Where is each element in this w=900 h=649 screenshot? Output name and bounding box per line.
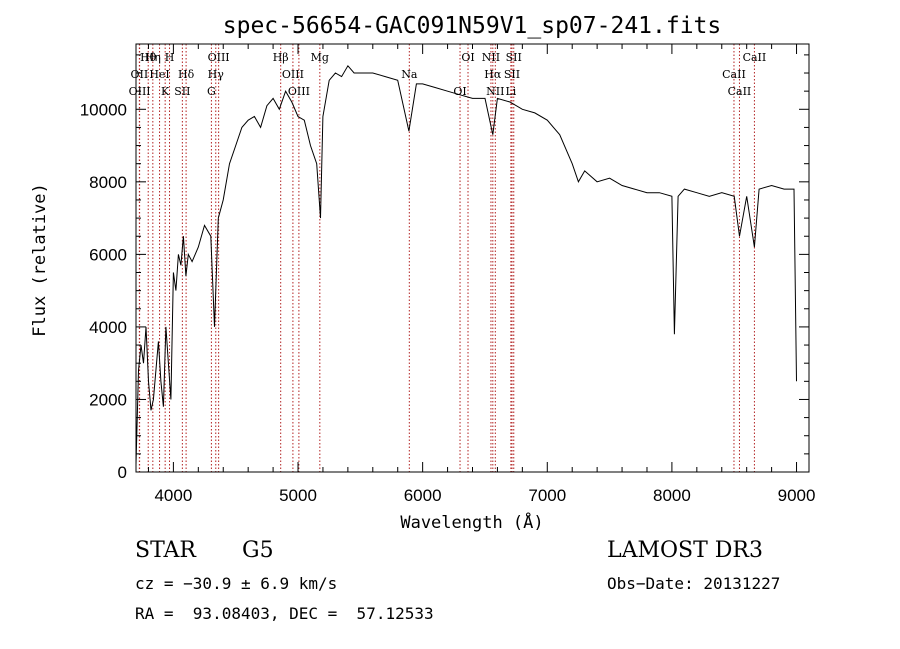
chart-title: spec-56654-GAC091N59V1_sp07-241.fits <box>223 13 722 39</box>
y-axis-ticks: 0 2000 4000 6000 8000 10000 <box>80 55 809 482</box>
spectral-line-label: SII <box>506 51 522 64</box>
spectral-line-label: NII <box>482 51 500 64</box>
y-tick-label: 0 <box>118 463 127 482</box>
redshift-velocity: cz = −30.9 ± 6.9 km/s <box>135 574 337 593</box>
observation-date: Obs−Date: 20131227 <box>607 574 780 593</box>
spectral-line-label: Hβ <box>273 51 289 64</box>
y-axis-label: Flux (relative) <box>30 183 50 337</box>
y-tick-label: 8000 <box>89 173 127 192</box>
coordinates: RA = 93.08403, DEC = 57.12533 <box>135 604 434 623</box>
y-tick-label: 4000 <box>89 318 127 337</box>
spectral-line-label: SII <box>174 85 190 98</box>
x-axis-ticks: 4000 5000 6000 7000 8000 9000 <box>148 44 815 505</box>
spectral-line-label: Hα <box>484 68 502 81</box>
spectral-line-label: G <box>207 85 216 98</box>
spectral-line-label: Hγ <box>208 68 225 81</box>
spectral-line-label: HeI <box>149 68 169 81</box>
y-tick-label: 6000 <box>89 245 127 264</box>
survey-name: LAMOST DR3 <box>607 538 763 563</box>
spectral-line-markers <box>139 44 754 472</box>
x-tick-label: 7000 <box>528 486 566 505</box>
x-tick-label: 6000 <box>404 486 442 505</box>
spectral-line-label: Hη <box>145 51 161 64</box>
spectral-line-label: OIII <box>288 85 310 98</box>
spectral-line-label: OIII <box>208 51 230 64</box>
spectral-line-label: Li <box>505 85 516 98</box>
spectral-line-label: Na <box>401 68 418 81</box>
spectral-line-label: OI <box>461 51 474 64</box>
x-tick-label: 5000 <box>279 486 317 505</box>
spectral-line-label: OIII <box>282 68 304 81</box>
plot-frame <box>136 44 809 472</box>
x-tick-label: 8000 <box>653 486 691 505</box>
object-class: STAR <box>135 538 196 563</box>
x-tick-label: 9000 <box>778 486 816 505</box>
spectral-line-label: Mg <box>311 51 329 64</box>
spectral-line-label: NII <box>486 85 504 98</box>
spectral-line-label: H <box>165 51 175 64</box>
x-axis-label: Wavelength (Å) <box>400 511 543 533</box>
spectral-line-label: CaII <box>743 51 767 64</box>
spectral-line-label: CaII <box>722 68 746 81</box>
object-subclass: G5 <box>242 538 274 563</box>
spectral-line-label: K <box>161 85 170 98</box>
spectral-line-label: CaII <box>728 85 752 98</box>
x-tick-label: 4000 <box>154 486 192 505</box>
y-tick-label: 2000 <box>89 390 127 409</box>
spectral-line-label: OII <box>131 68 149 81</box>
spectral-line-label: SII <box>504 68 520 81</box>
spectrum-line <box>136 66 797 465</box>
y-tick-label: 10000 <box>80 100 127 119</box>
spectral-line-label: Hδ <box>178 68 195 81</box>
